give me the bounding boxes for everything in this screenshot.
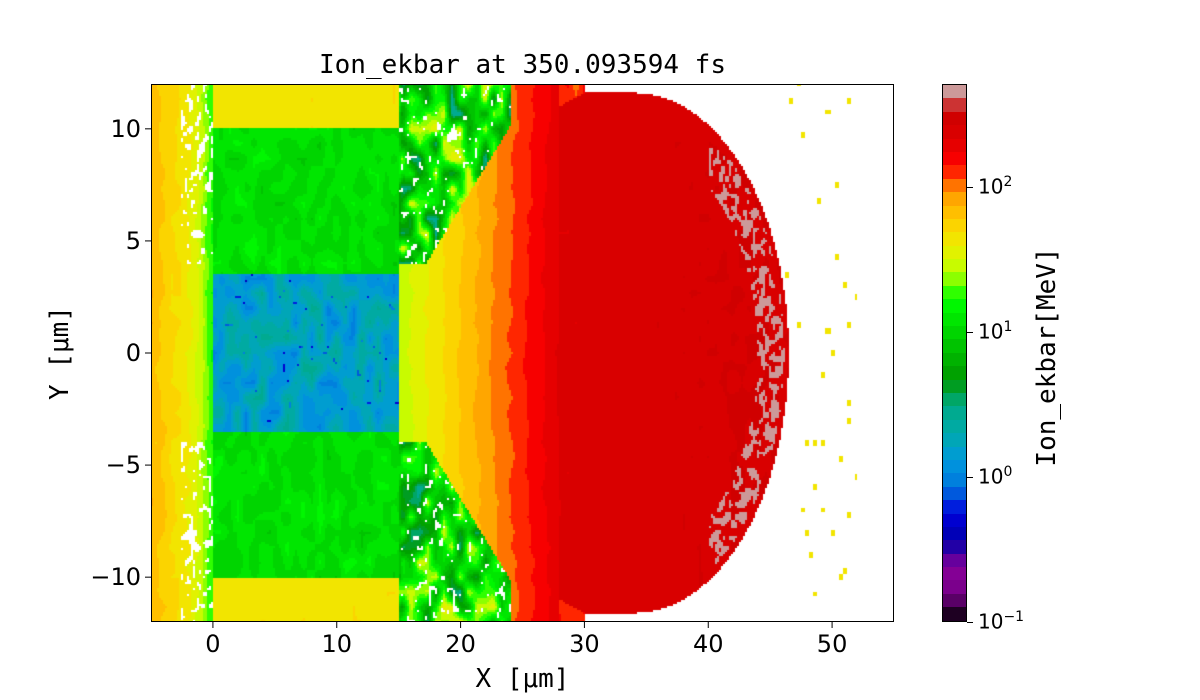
colorbar-band [943,593,966,608]
colorbar-tick-exponent: 0 [1003,463,1013,480]
colorbar-band [943,218,966,233]
y-tick-label: 0 [125,339,141,367]
colorbar-tick-label: 100 [978,464,1012,489]
colorbar-tick-mark [967,186,973,188]
colorbar-band [943,607,966,621]
axes-frame [145,84,894,628]
heatmap-image [151,84,894,622]
y-axis-label: Y [μm] [45,306,75,400]
colorbar-band [943,352,966,367]
x-tick-label: 40 [692,630,724,658]
colorbar-band [943,392,966,407]
colorbar-tick-mark [967,476,973,478]
colorbar-tick-exponent: 2 [1003,173,1013,190]
x-tick-label: 0 [205,630,221,658]
colorbar-tick-exponent: −1 [1003,609,1025,625]
colorbar-band [943,326,966,340]
colorbar-band [943,419,966,434]
colorbar-band [943,366,966,380]
colorbar-band [943,580,966,594]
colorbar-tick-mark [967,331,973,333]
colorbar-tick-base: 10 [978,174,1004,199]
plot-area [145,84,894,628]
colorbar-tick-base: 10 [978,609,1004,634]
x-axis-label: X [μm] [475,664,570,694]
colorbar-band [943,259,966,273]
colorbar-band [943,272,966,286]
colorbar-tick-label: 10−1 [978,609,1024,634]
y-tick-label: 5 [125,226,141,255]
colorbar-band [943,459,966,474]
colorbar-tick-mark [967,622,973,623]
colorbar-band [943,165,966,179]
y-tick-label: −5 [105,451,141,480]
colorbar-band [943,567,966,581]
colorbar-tick-base: 10 [978,464,1004,489]
colorbar-tick-label: 102 [978,174,1012,199]
colorbar-band [943,540,966,554]
x-tick-label: 20 [445,630,476,658]
colorbar [942,84,967,622]
colorbar-band [943,245,966,260]
colorbar-band [943,178,966,193]
colorbar-band [943,85,966,99]
colorbar-band [943,205,966,219]
colorbar-band [943,379,966,393]
colorbar-band [943,285,966,300]
colorbar-band [943,513,966,527]
colorbar-band [943,473,966,487]
colorbar-band [943,446,966,460]
colorbar-band [943,553,966,568]
colorbar-band [943,98,966,112]
colorbar-band [943,312,966,327]
colorbar-band [943,339,966,353]
colorbar-band [943,433,966,447]
chart-title: Ion_ekbar at 350.093594 fs [319,50,726,80]
colorbar-label: Ion_ekbar[MeV] [1032,247,1062,467]
colorbar-band [943,232,966,246]
colorbar-band [943,192,966,206]
y-tick-label: 10 [110,114,141,143]
colorbar-tick-base: 10 [978,319,1004,344]
axes-border [151,84,894,622]
colorbar-band [943,299,966,313]
colorbar-band [943,526,966,541]
colorbar-band [943,151,966,166]
colorbar-band [943,486,966,501]
colorbar-band [943,500,966,514]
colorbar-band [943,138,966,152]
colorbar-band [943,111,966,126]
colorbar-tick-label: 101 [978,319,1012,344]
y-tick-label: −10 [90,563,141,592]
colorbar-band [943,406,966,420]
x-tick-label: 10 [321,630,353,658]
x-tick-label: 30 [569,630,600,658]
x-tick-label: 50 [816,630,848,658]
colorbar-tick-exponent: 1 [1003,318,1013,335]
colorbar-band [943,125,966,139]
